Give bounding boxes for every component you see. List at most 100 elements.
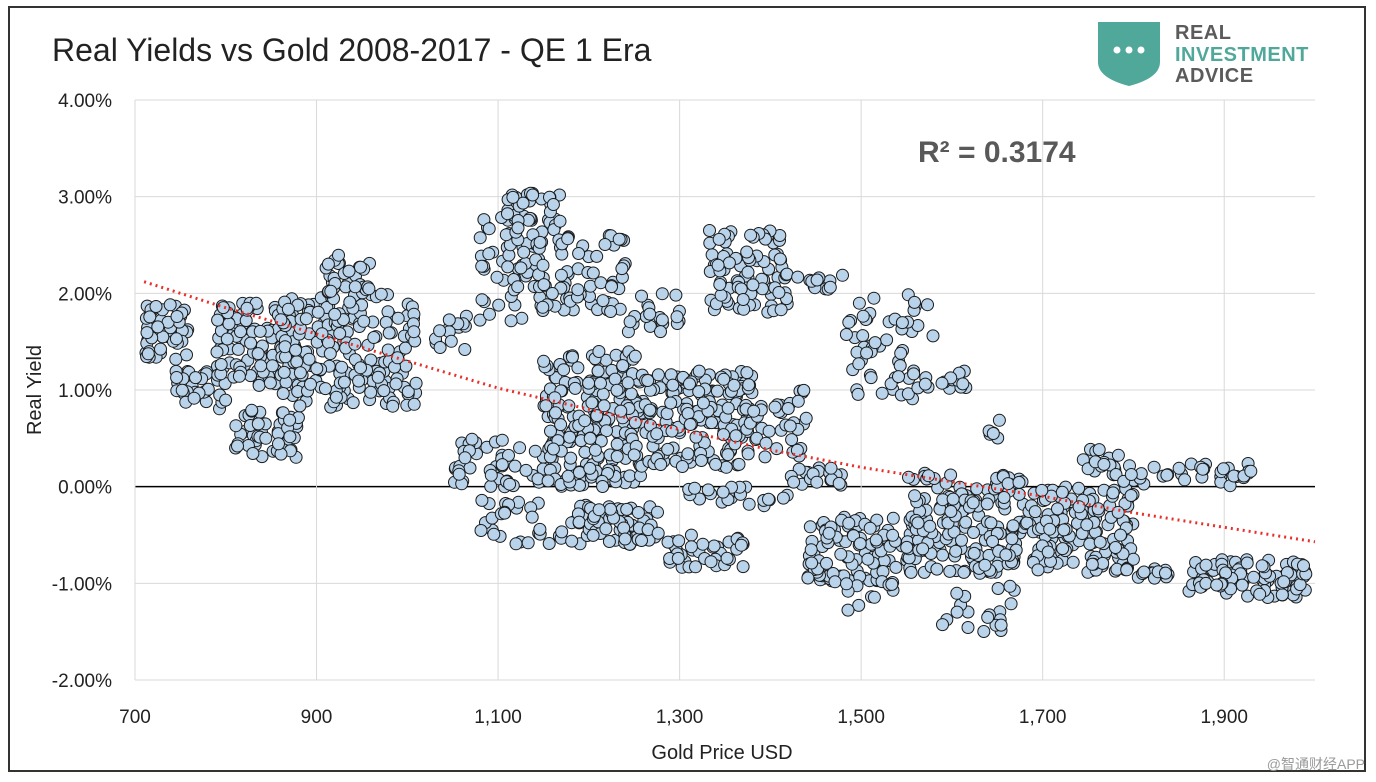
data-point — [701, 483, 715, 497]
data-point — [783, 419, 797, 433]
data-point — [734, 282, 748, 296]
data-point — [705, 416, 719, 430]
data-point — [851, 387, 865, 401]
x-tick-label: 1,700 — [1019, 707, 1067, 728]
y-axis-ticks: 4.00% 3.00% 2.00% 1.00% 0.00% -1.00% -2.00% — [52, 91, 112, 692]
data-point — [1055, 485, 1069, 499]
data-point — [1080, 518, 1094, 532]
data-point — [214, 358, 228, 371]
data-point — [727, 378, 741, 392]
data-point — [519, 463, 533, 477]
data-point — [803, 520, 817, 534]
data-point — [1160, 468, 1174, 482]
data-point — [956, 377, 970, 391]
r-squared-annotation: R² = 0.3174 — [918, 136, 1076, 169]
data-point — [578, 445, 592, 459]
data-point — [742, 497, 756, 511]
data-point — [511, 280, 525, 294]
data-point — [762, 492, 775, 506]
data-point — [781, 402, 795, 415]
data-point — [943, 564, 957, 578]
data-point — [683, 377, 696, 391]
data-point — [594, 276, 608, 290]
data-point — [822, 526, 836, 540]
data-point — [381, 343, 395, 357]
data-point — [504, 314, 518, 328]
data-point — [1004, 597, 1018, 611]
data-point — [594, 376, 607, 390]
data-point — [506, 190, 520, 204]
data-point — [852, 598, 866, 612]
data-point — [961, 621, 975, 634]
data-point — [586, 266, 600, 280]
data-point — [501, 207, 514, 221]
y-tick-label: 1.00% — [58, 381, 112, 402]
data-point — [707, 539, 721, 553]
data-point — [669, 288, 683, 302]
data-point — [583, 431, 597, 445]
data-point — [244, 336, 258, 350]
data-point — [711, 258, 725, 272]
data-point — [590, 249, 604, 263]
data-point — [978, 558, 992, 572]
data-point — [740, 245, 754, 259]
data-point — [526, 188, 540, 202]
data-point — [608, 372, 622, 386]
data-point — [492, 298, 506, 312]
data-point — [234, 325, 247, 339]
data-point — [1056, 542, 1070, 556]
data-point — [554, 418, 568, 432]
data-point — [1092, 443, 1106, 457]
data-point — [578, 414, 592, 428]
data-point — [741, 447, 755, 461]
data-point — [1255, 559, 1269, 573]
data-point — [1006, 519, 1020, 533]
data-point — [787, 475, 801, 489]
data-point — [564, 451, 578, 465]
data-point — [643, 307, 657, 321]
data-point — [352, 374, 366, 388]
data-point — [936, 548, 949, 562]
data-point — [744, 228, 758, 242]
logo-text-line2: INVESTMENT — [1175, 44, 1309, 66]
data-point — [834, 547, 848, 561]
data-point — [922, 469, 935, 483]
x-tick-label: 900 — [301, 707, 333, 728]
data-point — [508, 459, 522, 473]
data-point — [211, 313, 225, 327]
data-point — [984, 516, 998, 530]
data-point — [592, 345, 606, 358]
data-point — [140, 326, 154, 340]
data-point — [232, 369, 246, 383]
data-point — [533, 522, 547, 536]
data-point — [1066, 555, 1080, 569]
data-point — [746, 278, 760, 292]
data-point — [759, 436, 773, 450]
data-point — [514, 261, 528, 275]
x-tick-label: 1,300 — [656, 707, 704, 728]
data-point — [1137, 565, 1151, 579]
data-point — [1240, 556, 1254, 570]
data-point — [216, 301, 230, 315]
data-point — [299, 312, 313, 326]
data-point — [704, 555, 718, 569]
data-point — [401, 385, 415, 399]
x-tick-label: 1,500 — [837, 707, 885, 728]
data-point — [465, 432, 479, 446]
data-point — [482, 222, 496, 236]
data-point — [586, 528, 600, 542]
data-point — [810, 475, 824, 489]
data-point — [561, 232, 575, 246]
data-point — [661, 442, 675, 456]
data-point — [571, 283, 585, 297]
data-point — [513, 441, 527, 455]
data-point — [892, 370, 905, 384]
data-point — [163, 298, 177, 312]
data-point — [869, 533, 883, 547]
data-point — [1210, 578, 1224, 592]
trend-line — [143, 280, 1316, 544]
data-points — [139, 186, 1313, 638]
data-point — [665, 424, 679, 438]
data-point — [321, 257, 335, 271]
data-point — [533, 235, 547, 249]
